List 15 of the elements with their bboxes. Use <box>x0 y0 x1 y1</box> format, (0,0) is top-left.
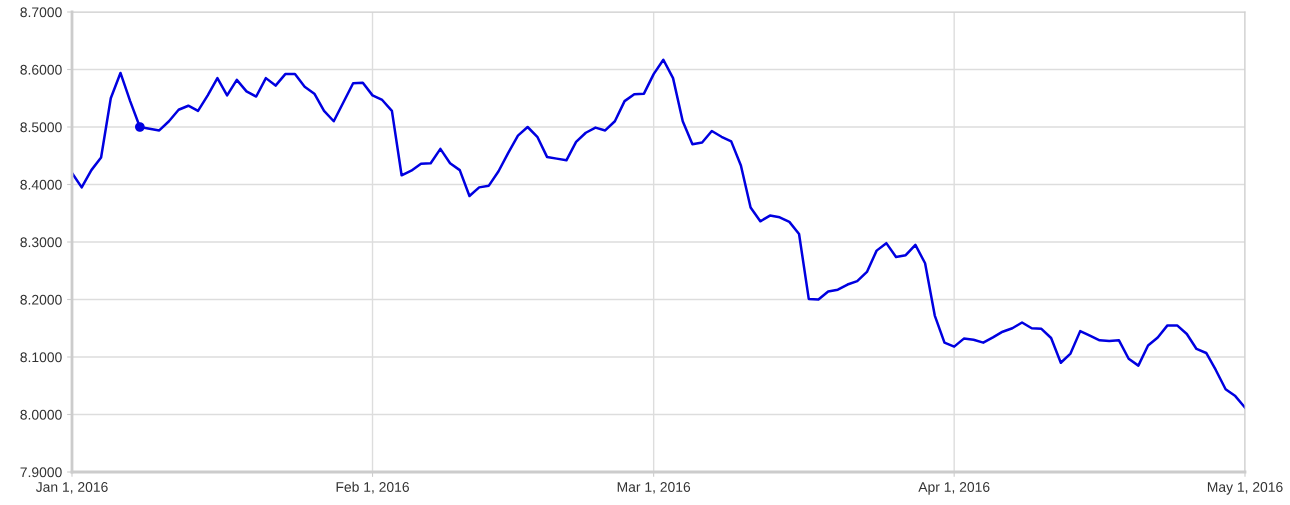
x-tick-label: Jan 1, 2016 <box>35 482 108 494</box>
y-tick-label: 8.5000 <box>20 122 62 133</box>
y-tick-label: 7.9000 <box>20 467 62 478</box>
y-tick-label: 8.3000 <box>20 237 62 248</box>
x-tick-label: Mar 1, 2016 <box>617 482 691 494</box>
x-tick-label: Feb 1, 2016 <box>336 481 409 494</box>
y-tick-label: 8.4000 <box>20 179 62 190</box>
y-tick-label: 8.6000 <box>20 64 62 75</box>
y-tick-label: 8.1000 <box>20 352 62 363</box>
x-tick-label: May 1, 2016 <box>1207 482 1283 495</box>
y-tick-label: 8.0000 <box>20 409 62 420</box>
x-tick-label: Apr 1, 2016 <box>918 482 990 495</box>
y-tick-label: 8.2000 <box>20 294 62 305</box>
y-tick-label: 8.7000 <box>20 7 62 18</box>
line-series <box>72 58 1245 409</box>
